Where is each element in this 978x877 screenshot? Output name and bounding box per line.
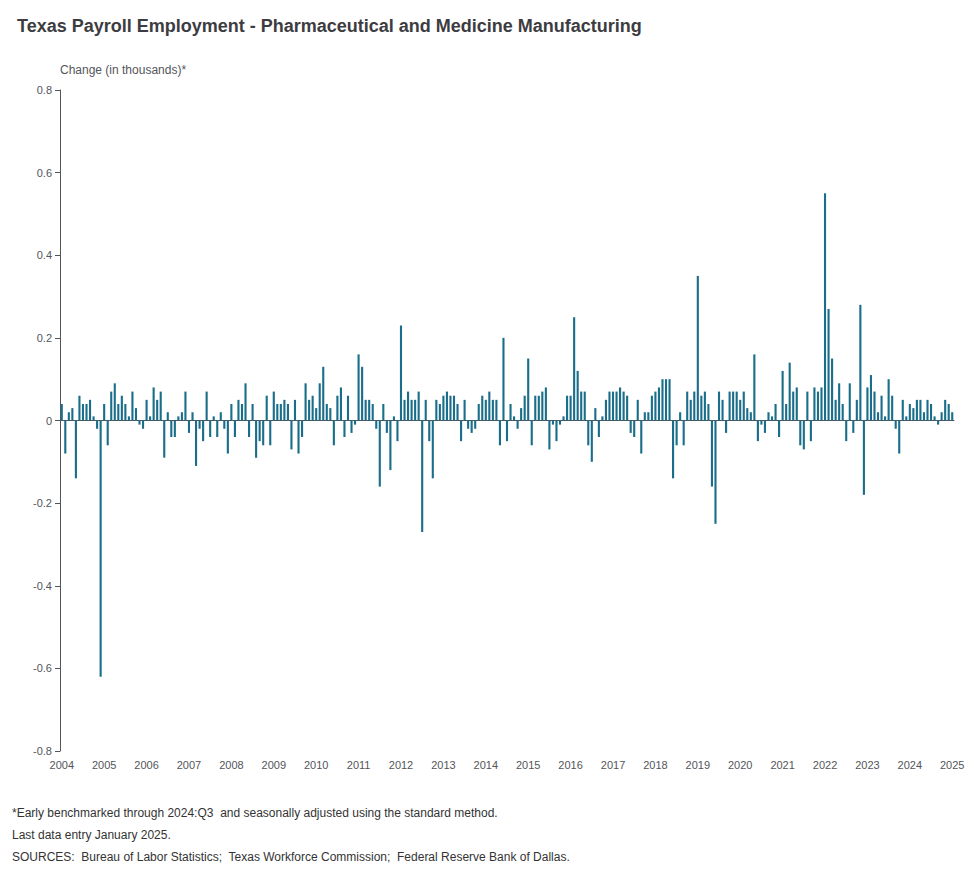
svg-text:-0.8: -0.8: [33, 745, 52, 757]
svg-text:2025: 2025: [940, 759, 964, 771]
svg-text:2022: 2022: [813, 759, 837, 771]
svg-text:2012: 2012: [389, 759, 413, 771]
svg-text:2008: 2008: [219, 759, 243, 771]
svg-text:2005: 2005: [92, 759, 116, 771]
svg-text:2020: 2020: [728, 759, 752, 771]
svg-text:2011: 2011: [347, 759, 371, 771]
svg-text:*Early benchmarked through 202: *Early benchmarked through 2024:Q3 and s…: [12, 806, 498, 820]
svg-text:2004: 2004: [50, 759, 74, 771]
svg-text:2007: 2007: [177, 759, 201, 771]
svg-text:2013: 2013: [431, 759, 455, 771]
svg-text:Texas Payroll Employment - Pha: Texas Payroll Employment - Pharmaceutica…: [17, 16, 642, 36]
svg-text:-0.2: -0.2: [33, 497, 52, 509]
svg-text:2006: 2006: [134, 759, 158, 771]
svg-text:-0.4: -0.4: [33, 580, 52, 592]
svg-text:SOURCES: Bureau of Labor Stat: SOURCES: Bureau of Labor Statistics; Tex…: [12, 850, 570, 864]
svg-text:2018: 2018: [643, 759, 667, 771]
svg-text:2024: 2024: [898, 759, 922, 771]
svg-text:2014: 2014: [474, 759, 498, 771]
svg-text:2010: 2010: [304, 759, 328, 771]
svg-text:2016: 2016: [558, 759, 582, 771]
svg-text:-0.6: -0.6: [33, 662, 52, 674]
svg-text:2015: 2015: [516, 759, 540, 771]
svg-text:0.8: 0.8: [37, 84, 52, 96]
svg-text:0.4: 0.4: [37, 249, 52, 261]
svg-text:2023: 2023: [855, 759, 879, 771]
svg-text:2019: 2019: [686, 759, 710, 771]
svg-text:0.6: 0.6: [37, 167, 52, 179]
svg-text:Change (in thousands)*: Change (in thousands)*: [60, 63, 186, 77]
svg-text:2021: 2021: [770, 759, 794, 771]
svg-text:2009: 2009: [262, 759, 286, 771]
svg-text:0: 0: [46, 415, 52, 427]
svg-text:2017: 2017: [601, 759, 625, 771]
svg-text:0.2: 0.2: [37, 332, 52, 344]
svg-text:Last data entry January 2025.: Last data entry January 2025.: [12, 828, 171, 842]
